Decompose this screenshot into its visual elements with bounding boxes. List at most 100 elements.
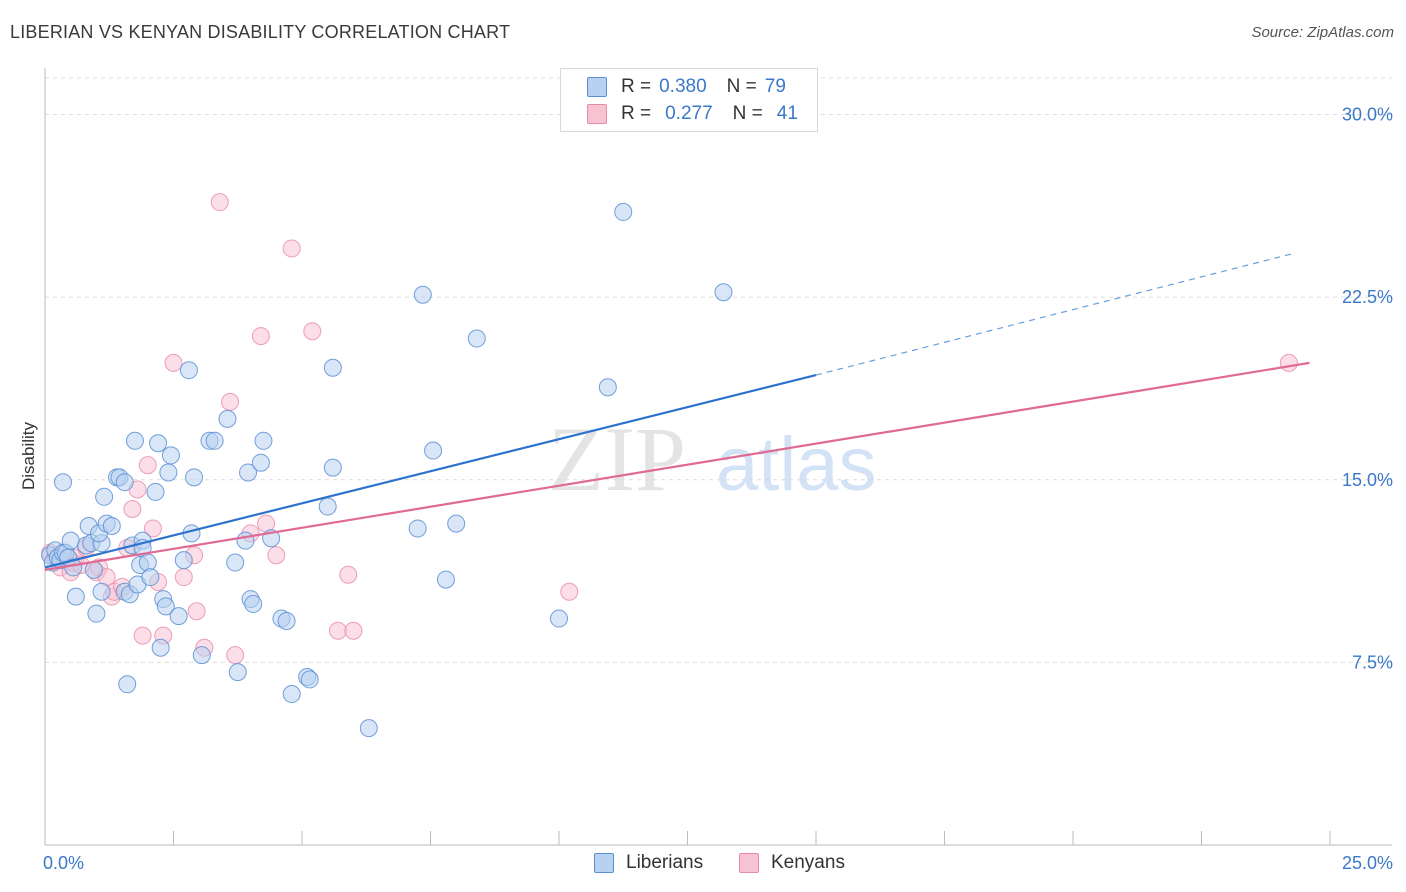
legend-n-value: 79 <box>764 76 786 97</box>
kenyans-point <box>282 239 301 258</box>
liberians-point <box>254 431 273 450</box>
legend-row-liberians: R = 0.380 N = 79 <box>587 75 786 99</box>
liberians-point <box>151 638 170 657</box>
liberians-point <box>102 517 121 536</box>
liberians-point <box>205 431 224 450</box>
tick-labels: 7.5% 15.0% 22.5% 30.0% 0.0% 25.0% <box>43 105 1393 873</box>
legend-n-value: 41 <box>776 103 798 124</box>
legend-n-label: N = <box>732 103 763 124</box>
liberians-point <box>174 551 193 570</box>
liberians-point <box>282 685 301 704</box>
liberians-point <box>226 553 245 572</box>
liberians-point <box>598 378 617 397</box>
liberians-point <box>185 468 204 487</box>
liberians-point <box>447 514 466 533</box>
kenyans-trend-line <box>44 361 1310 571</box>
kenyans-point <box>187 602 206 621</box>
kenyans-point <box>328 621 347 640</box>
liberians-point <box>359 719 378 738</box>
y-tick-label: 30.0% <box>1342 105 1393 125</box>
liberians-point <box>323 358 342 377</box>
legend-r-label: R = <box>621 103 652 124</box>
legend-r-label: R = <box>621 76 652 97</box>
y-tick-label: 15.0% <box>1342 470 1393 490</box>
liberians-point <box>244 594 263 613</box>
liberians-point <box>550 609 568 628</box>
liberians-point <box>192 646 211 665</box>
liberians-point <box>318 497 337 516</box>
x-tick-label: 0.0% <box>43 853 84 873</box>
legend-row-kenyans: R = 0.277 N = 41 <box>587 102 798 126</box>
liberians-swatch <box>587 77 607 97</box>
liberians-point <box>53 473 72 492</box>
liberians-trend-extension <box>815 252 1295 376</box>
kenyans-point <box>267 546 286 565</box>
liberians-point <box>87 604 106 623</box>
kenyans-point <box>226 646 245 665</box>
kenyans-point <box>251 327 270 346</box>
kenyans-swatch <box>587 104 607 124</box>
liberians-point <box>156 597 175 616</box>
y-axis-label: Disability <box>19 421 38 490</box>
liberians-point <box>118 675 137 694</box>
liberians-point <box>141 568 160 587</box>
legend-r-value: 0.277 <box>665 103 713 124</box>
x-tick-label: 25.0% <box>1342 853 1393 873</box>
kenyans-point <box>123 499 142 518</box>
y-tick-label: 22.5% <box>1342 287 1393 307</box>
liberians-point <box>424 441 443 460</box>
kenyans-point <box>138 456 157 475</box>
liberians-point <box>92 582 111 601</box>
liberians-point <box>169 607 188 626</box>
kenyans-point <box>221 392 240 411</box>
kenyans-point <box>1279 353 1298 372</box>
liberians-points <box>41 202 733 738</box>
liberians-point <box>300 670 319 689</box>
liberians-point <box>236 531 255 550</box>
liberians-point <box>467 329 486 348</box>
legend-n-label: N = <box>726 76 757 97</box>
liberians-point <box>251 453 270 472</box>
kenyans-point <box>174 568 193 587</box>
liberians-point <box>323 458 342 477</box>
watermark-zip: ZIP <box>548 408 686 510</box>
liberians-legend-label: Liberians <box>626 852 704 873</box>
liberians-point <box>138 553 157 572</box>
liberians-point <box>614 202 633 221</box>
kenyans-legend-label: Kenyans <box>771 852 845 873</box>
kenyans-point <box>133 626 152 645</box>
series-legend: Liberians Kenyans <box>0 852 1406 876</box>
kenyans-point <box>339 565 358 584</box>
grid-lines <box>45 77 1392 663</box>
liberians-point <box>146 482 165 501</box>
liberians-point <box>95 487 114 506</box>
liberians-point <box>228 663 247 682</box>
kenyans-point <box>303 322 322 341</box>
liberians-point <box>413 285 432 304</box>
liberians-trend-line <box>44 373 817 569</box>
kenyans-legend-swatch <box>739 853 759 873</box>
legend-item-kenyans[interactable]: Kenyans <box>739 852 845 874</box>
liberians-point <box>179 361 198 380</box>
liberians-point <box>149 434 168 453</box>
liberians-point <box>239 463 258 482</box>
liberians-point <box>66 587 85 606</box>
chart-title: LIBERIAN VS KENYAN DISABILITY CORRELATIO… <box>10 22 511 42</box>
kenyans-point <box>164 353 183 372</box>
kenyans-point <box>344 621 363 640</box>
liberians-point <box>115 473 134 492</box>
legend-r-value: 0.380 <box>659 76 707 97</box>
y-tick-label: 7.5% <box>1352 652 1393 672</box>
liberians-point <box>159 463 178 482</box>
watermark-atlas: atlas <box>716 422 877 507</box>
liberians-point <box>714 283 733 302</box>
legend-item-liberians[interactable]: Liberians <box>594 852 703 874</box>
trend-lines <box>44 252 1310 571</box>
stats-legend: R = 0.380 N = 79 R = 0.277 N = 41 <box>560 68 818 132</box>
kenyans-point <box>560 582 579 601</box>
liberians-point <box>436 570 455 589</box>
liberians-point <box>277 611 296 630</box>
liberians-point <box>218 409 237 428</box>
liberians-point <box>161 446 180 465</box>
